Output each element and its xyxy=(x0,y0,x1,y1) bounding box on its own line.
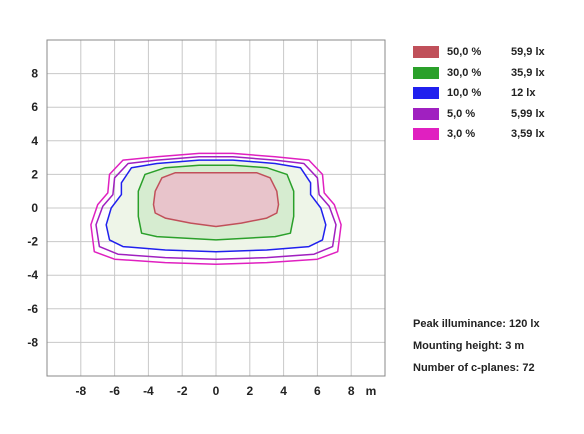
contour-30 xyxy=(90,152,342,266)
x-tick-label: 2 xyxy=(246,384,253,398)
x-tick-label: 6 xyxy=(314,384,321,398)
legend-lux: 35,9 lx xyxy=(511,66,545,79)
y-tick-label: 2 xyxy=(31,167,38,181)
y-tick-label: -4 xyxy=(27,268,38,282)
legend-swatch xyxy=(413,87,439,100)
x-tick-label: -4 xyxy=(143,384,154,398)
x-tick-label: 0 xyxy=(213,384,220,398)
legend-swatch xyxy=(413,128,439,141)
y-tick-label: 4 xyxy=(31,134,38,148)
y-tick-labels: 8 6 4 2 0 -2 -4 -6 -8 xyxy=(27,67,38,350)
x-tick-label: -6 xyxy=(109,384,120,398)
contour-50 xyxy=(95,156,337,260)
peak-illuminance: Peak illuminance: 120 lx xyxy=(413,318,540,330)
legend-percent: 30,0 % xyxy=(447,66,482,79)
x-unit-label: m xyxy=(366,384,377,398)
legend-item: 30,0 % 35,9 lx xyxy=(413,63,571,84)
legend-percent: 10,0 % xyxy=(447,87,482,99)
x-tick-label: -2 xyxy=(177,384,188,398)
contour-group xyxy=(90,152,342,266)
plot-frame xyxy=(46,39,386,377)
mounting-height: Mounting height: 3 m xyxy=(413,340,525,352)
y-tick-label: -6 xyxy=(27,302,38,316)
legend-percent: 3,0 % xyxy=(447,128,476,140)
y-tick-label: 6 xyxy=(31,100,38,114)
contour-500 xyxy=(152,171,280,228)
y-tick-label: 8 xyxy=(31,67,38,81)
legend-swatch xyxy=(413,66,439,79)
legend-item: 10,0 % 12 lx xyxy=(413,83,571,104)
legend-swatch xyxy=(413,107,439,120)
legend-item: 5,0 % 5,99 lx xyxy=(413,104,571,125)
legend-lux: 12 lx xyxy=(511,87,536,99)
c-planes-count: Number of c-planes: 72 xyxy=(413,362,535,374)
legend-lux: 59,9 lx xyxy=(511,46,545,58)
y-tick-label: -8 xyxy=(27,335,38,349)
x-tick-label: 8 xyxy=(348,384,355,398)
x-tick-label: 4 xyxy=(280,384,287,398)
legend-percent: 5,0 % xyxy=(447,107,476,120)
chart-legend: 50,0 % 59,9 lx 30,0 % 35,9 lx 10,0 % 12 lx 5,0… xyxy=(413,42,571,145)
info-panel: Peak illuminance: 120 lx Mounting height… xyxy=(413,313,540,379)
legend-swatch xyxy=(413,46,439,59)
legend-percent: 50,0 % xyxy=(447,46,482,58)
y-tick-label: -2 xyxy=(27,235,38,249)
legend-item: 3,0 % 3,59 lx xyxy=(413,124,571,145)
x-tick-labels: -8 -6 -4 -2 0 2 4 6 8 xyxy=(75,384,354,398)
legend-lux: 3,59 lx xyxy=(511,128,545,140)
y-tick-label: 0 xyxy=(31,201,38,215)
legend-item: 50,0 % 59,9 lx xyxy=(413,42,571,63)
legend-lux: 5,99 lx xyxy=(511,107,545,120)
x-tick-label: -8 xyxy=(75,384,86,398)
